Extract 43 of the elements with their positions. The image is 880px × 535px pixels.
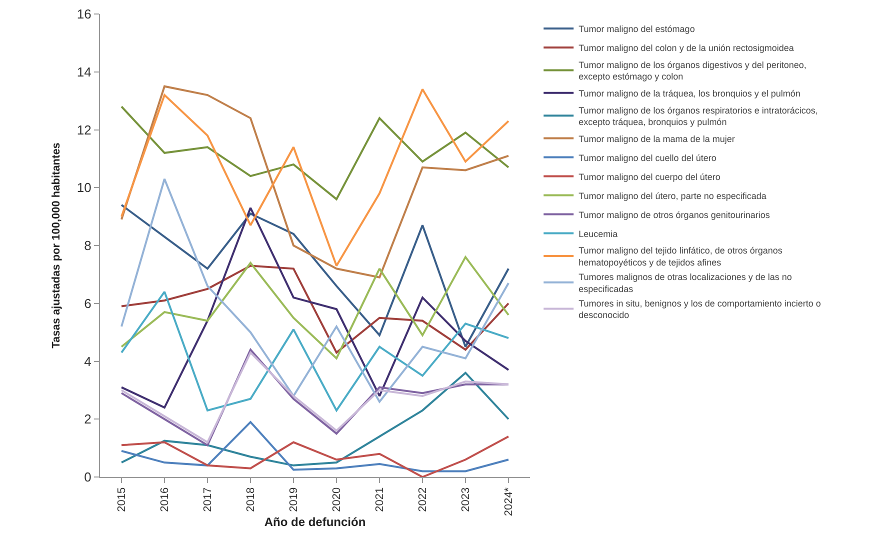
line-series (120, 206, 510, 409)
y-tick-label: 16 (76, 6, 92, 22)
line-series (120, 435, 510, 477)
x-tick-label: 2017 (202, 487, 214, 512)
line-series (120, 372, 510, 466)
legend-label: Leucemia (578, 228, 618, 239)
legend-label: Tumor maligno del estómago (578, 24, 695, 34)
line-series (120, 204, 510, 348)
y-tick-label: 4 (84, 354, 92, 369)
x-tick-label: 2023 (460, 487, 472, 512)
legend-label: Tumor maligno de la tráquea, los bronquios y el pulmón (578, 88, 800, 98)
x-tick-label: 2015 (116, 487, 128, 512)
legend-label: Tumor maligno de la mama de la mujer (578, 134, 735, 144)
y-tick-label: 10 (76, 180, 92, 196)
line-series (120, 178, 510, 403)
y-tick-label: 8 (84, 238, 92, 254)
x-tick-label: 2019 (288, 487, 300, 512)
legend-label: Tumor maligno de otros órganos genitourinarios (578, 210, 770, 220)
x-tick-label: 2020 (331, 487, 344, 512)
x-tick-label: 2018 (245, 487, 258, 512)
legend-label: Tumor maligno de los órganos digestivos y del peritoneo, excepto estómago y colon (578, 60, 806, 82)
y-tick-label: 12 (76, 122, 92, 138)
x-axis-title: Año de defunción (264, 515, 366, 530)
y-tick-label: 0 (84, 470, 92, 485)
y-axis-title: Tasas ajustadas por 100,000 habitantes (50, 142, 63, 348)
line-series (120, 290, 510, 412)
x-tick-label: 2016 (159, 487, 172, 512)
y-tick-label: 14 (76, 64, 92, 80)
legend-label: Tumor maligno de los órganos respiratorios e intratorácicos, excepto tráquea, bronquios y pulmón (578, 105, 818, 127)
x-tick-label: 2024* (503, 486, 516, 516)
y-tick-label: 2 (84, 412, 92, 427)
legend-label: Tumor maligno del útero, parte no especificada (578, 190, 766, 201)
line-series (120, 421, 510, 472)
legend-label: Tumor maligno del colon y de la unión rectosigmoidea (578, 43, 794, 54)
legend-label: Tumor maligno del tejido linfático, de otros órganos hematopoyéticos y de tejidos afines (578, 246, 783, 268)
legend-label: Tumores malignos de otras localizaciones y de las no especificadas (578, 272, 792, 294)
y-tick-label: 6 (84, 296, 92, 311)
legend-label: Tumores in situ, benignos y los de comportamiento incierto o desconocido (578, 298, 821, 320)
x-tick-label: 2021 (374, 487, 386, 512)
legend-label: Tumor maligno del cuello del útero (578, 152, 716, 163)
line-series (120, 106, 510, 200)
x-tick-label: 2022 (417, 487, 430, 512)
legend-label: Tumor maligno del cuerpo del útero (578, 172, 720, 182)
